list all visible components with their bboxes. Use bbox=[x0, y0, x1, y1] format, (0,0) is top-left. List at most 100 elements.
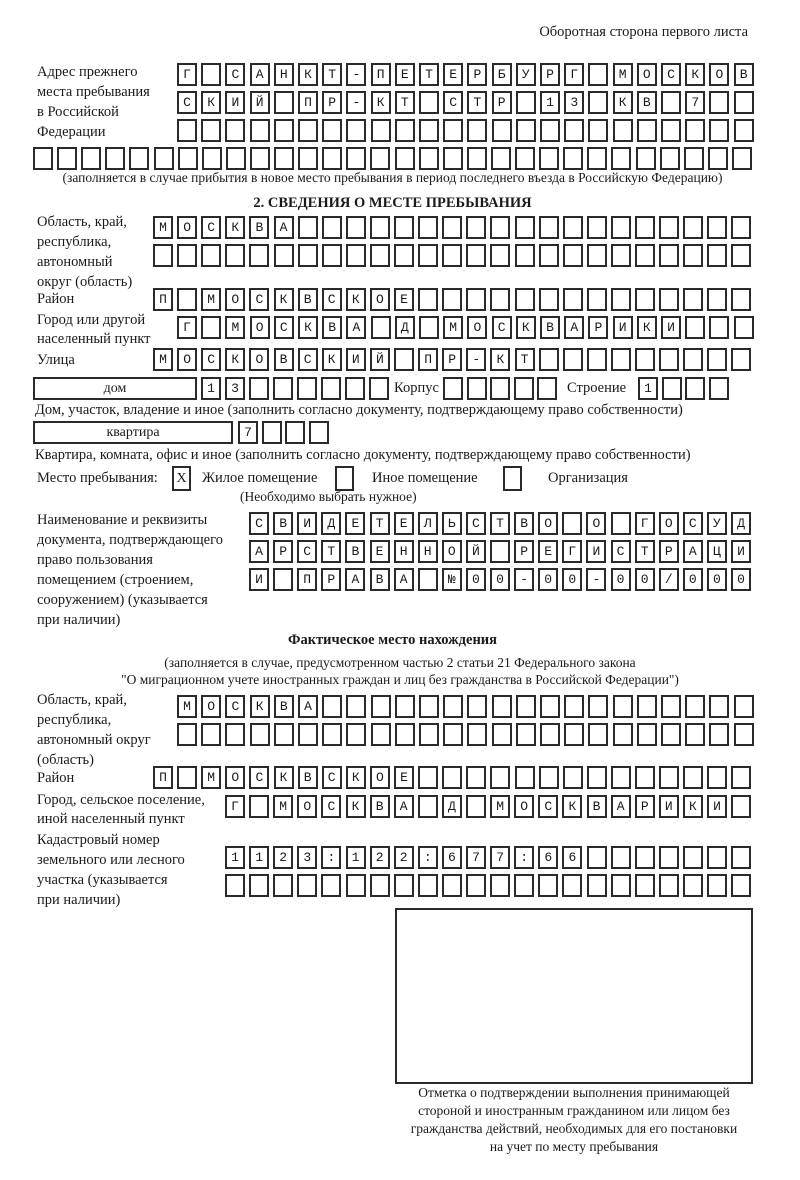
form-cell[interactable] bbox=[297, 846, 318, 869]
form-cell[interactable] bbox=[515, 91, 536, 114]
form-cell[interactable] bbox=[322, 147, 343, 170]
form-cell[interactable] bbox=[369, 766, 390, 789]
form-cell[interactable] bbox=[417, 795, 438, 818]
form-cell[interactable] bbox=[733, 63, 754, 86]
form-cell[interactable] bbox=[225, 874, 245, 897]
form-cell[interactable] bbox=[441, 540, 462, 563]
form-cell[interactable] bbox=[490, 216, 511, 239]
form-cell[interactable] bbox=[634, 874, 655, 897]
form-cell[interactable] bbox=[564, 63, 585, 86]
form-cell[interactable] bbox=[540, 316, 560, 339]
form-cell[interactable] bbox=[153, 216, 173, 239]
form-cell[interactable] bbox=[709, 695, 730, 718]
form-cell[interactable] bbox=[610, 216, 631, 239]
form-cell[interactable] bbox=[731, 846, 752, 869]
form-cell[interactable] bbox=[297, 795, 318, 818]
form-cell[interactable] bbox=[369, 568, 390, 591]
form-cell[interactable] bbox=[249, 63, 270, 86]
form-cell[interactable] bbox=[273, 119, 294, 142]
form-cell[interactable] bbox=[659, 216, 680, 239]
form-cell[interactable] bbox=[610, 512, 631, 535]
form-cell[interactable] bbox=[683, 147, 704, 170]
form-cell[interactable] bbox=[201, 91, 222, 114]
form-cell[interactable] bbox=[417, 846, 438, 869]
form-cell[interactable] bbox=[417, 540, 438, 563]
form-cell[interactable] bbox=[273, 695, 294, 718]
form-cell[interactable] bbox=[612, 119, 633, 142]
form-cell[interactable] bbox=[321, 766, 342, 789]
form-cell[interactable] bbox=[586, 244, 607, 267]
form-cell[interactable] bbox=[249, 695, 270, 718]
form-cell[interactable] bbox=[249, 348, 270, 371]
form-cell[interactable] bbox=[490, 348, 511, 371]
form-cell[interactable] bbox=[564, 316, 585, 339]
form-cell[interactable] bbox=[685, 63, 706, 86]
form-cell[interactable] bbox=[538, 795, 559, 818]
form-cell[interactable] bbox=[612, 723, 633, 746]
form-cell[interactable] bbox=[683, 288, 704, 311]
form-cell[interactable] bbox=[321, 377, 341, 400]
form-cell[interactable] bbox=[370, 695, 391, 718]
form-cell[interactable] bbox=[321, 348, 342, 371]
house-type-field[interactable]: дом bbox=[33, 377, 197, 400]
form-cell[interactable] bbox=[201, 316, 222, 339]
form-cell[interactable] bbox=[177, 288, 198, 311]
form-cell[interactable] bbox=[153, 766, 173, 789]
form-cell[interactable] bbox=[249, 540, 269, 563]
form-cell[interactable] bbox=[538, 766, 559, 789]
form-cell[interactable] bbox=[249, 874, 270, 897]
form-cell[interactable] bbox=[442, 244, 463, 267]
form-cell[interactable] bbox=[394, 244, 414, 267]
form-cell[interactable] bbox=[273, 316, 294, 339]
form-cell[interactable] bbox=[490, 568, 510, 591]
form-cell[interactable] bbox=[490, 147, 511, 170]
form-cell[interactable] bbox=[467, 723, 488, 746]
form-cell[interactable] bbox=[369, 288, 390, 311]
form-cell[interactable] bbox=[345, 216, 366, 239]
form-cell[interactable] bbox=[562, 568, 583, 591]
form-cell[interactable] bbox=[659, 288, 680, 311]
form-cell[interactable] bbox=[442, 216, 463, 239]
form-cell[interactable] bbox=[285, 421, 305, 444]
form-cell[interactable] bbox=[515, 316, 536, 339]
form-cell[interactable] bbox=[466, 216, 487, 239]
form-cell[interactable] bbox=[417, 874, 438, 897]
form-cell[interactable] bbox=[636, 723, 657, 746]
form-cell[interactable] bbox=[634, 540, 655, 563]
form-cell[interactable] bbox=[491, 316, 512, 339]
form-cell[interactable] bbox=[225, 63, 246, 86]
form-cell[interactable] bbox=[708, 377, 729, 400]
form-cell[interactable] bbox=[634, 512, 655, 535]
form-cell[interactable] bbox=[586, 512, 607, 535]
form-cell[interactable] bbox=[419, 63, 439, 86]
form-cell[interactable] bbox=[249, 723, 270, 746]
form-cell[interactable] bbox=[177, 723, 197, 746]
form-cell[interactable] bbox=[442, 348, 463, 371]
form-cell[interactable] bbox=[249, 766, 270, 789]
form-cell[interactable] bbox=[249, 316, 270, 339]
form-cell[interactable] bbox=[563, 147, 584, 170]
form-cell[interactable] bbox=[225, 723, 246, 746]
form-cell[interactable] bbox=[562, 874, 583, 897]
form-cell[interactable] bbox=[273, 723, 294, 746]
form-cell[interactable] bbox=[201, 288, 222, 311]
form-cell[interactable] bbox=[731, 216, 752, 239]
form-cell[interactable] bbox=[273, 348, 294, 371]
form-cell[interactable] bbox=[564, 119, 585, 142]
form-cell[interactable] bbox=[394, 91, 415, 114]
form-cell[interactable] bbox=[394, 766, 414, 789]
form-cell[interactable] bbox=[564, 695, 585, 718]
form-cell[interactable] bbox=[733, 119, 754, 142]
form-cell[interactable] bbox=[491, 119, 512, 142]
form-cell[interactable] bbox=[733, 723, 754, 746]
form-cell[interactable] bbox=[491, 695, 512, 718]
form-cell[interactable] bbox=[467, 63, 488, 86]
form-cell[interactable] bbox=[273, 846, 294, 869]
form-cell[interactable] bbox=[466, 795, 486, 818]
form-cell[interactable] bbox=[538, 288, 559, 311]
form-cell[interactable] bbox=[466, 846, 486, 869]
form-cell[interactable] bbox=[369, 540, 390, 563]
form-cell[interactable] bbox=[297, 540, 318, 563]
form-cell[interactable] bbox=[466, 377, 487, 400]
form-cell[interactable] bbox=[297, 244, 318, 267]
